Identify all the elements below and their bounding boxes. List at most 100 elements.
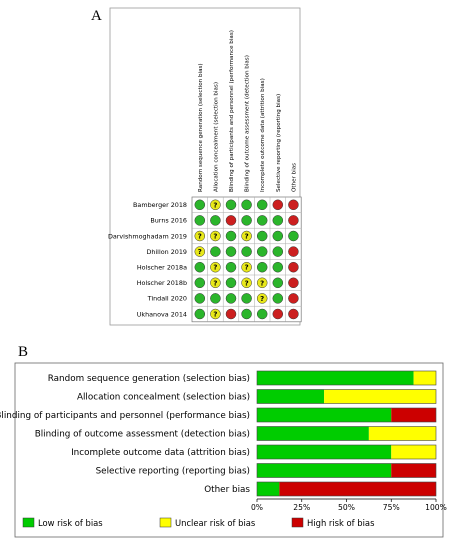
bar-segment — [368, 426, 436, 441]
domain-label: Allocation concealment (selection bias) — [77, 393, 250, 403]
column-label: Random sequence generation (selection bi… — [198, 63, 204, 192]
bar-segment — [257, 408, 392, 422]
judgement-low — [210, 246, 221, 257]
column-label: Incomplete outcome data (attrition bias) — [260, 78, 266, 192]
judgement-high — [288, 293, 299, 304]
judgement-low — [272, 215, 284, 226]
judgement-low — [225, 246, 237, 257]
judgement-unclear — [210, 308, 221, 320]
legend-label: Unclear risk of bias — [175, 518, 255, 528]
bar-segment — [413, 371, 436, 385]
judgement-unclear — [210, 277, 221, 289]
x-tick-label: 50% — [338, 503, 355, 512]
judgement-unclear — [194, 230, 206, 242]
bar-segment — [257, 445, 392, 459]
judgement-low — [194, 215, 206, 226]
x-tick-label: 100% — [425, 503, 447, 512]
judgement-low — [194, 261, 206, 273]
column-label: Other bias — [291, 163, 297, 192]
unclear-symbol: ? — [213, 201, 217, 209]
judgement-low — [225, 293, 237, 304]
column-label: Selective reporting (reporting bias) — [276, 94, 282, 192]
x-tick-label: 25% — [293, 503, 310, 512]
study-label: Ukhanova 2014 — [137, 310, 187, 318]
legend-swatch — [22, 517, 35, 528]
judgement-high — [272, 199, 284, 211]
judgement-low — [241, 246, 252, 257]
judgement-low — [210, 293, 221, 304]
judgement-low — [272, 277, 284, 289]
unclear-symbol: ? — [245, 279, 249, 287]
risk-of-bias-summary-panel: Random sequence generation (selection bi… — [108, 7, 302, 326]
judgement-high — [288, 215, 299, 226]
judgement-low — [194, 199, 206, 211]
judgement-low — [194, 293, 206, 304]
legend-swatch — [159, 517, 172, 528]
bar-segment — [257, 482, 280, 496]
judgement-low — [225, 199, 237, 211]
judgement-unclear — [210, 261, 221, 273]
unclear-symbol: ? — [260, 295, 264, 303]
unclear-symbol: ? — [213, 233, 217, 241]
judgement-low — [256, 261, 268, 273]
study-label: Dhillon 2019 — [146, 248, 187, 256]
column-label: Allocation concealment (selection bias) — [213, 82, 219, 192]
domain-label: Incomplete outcome data (attrition bias) — [71, 448, 250, 458]
judgement-low — [256, 308, 268, 320]
legend-label: Low risk of bias — [38, 518, 103, 528]
judgement-high — [288, 199, 299, 211]
judgement-unclear — [241, 277, 252, 289]
unclear-symbol: ? — [198, 233, 202, 241]
bar-segment — [391, 463, 436, 478]
bar-outline — [256, 444, 437, 460]
judgement-high — [288, 308, 299, 320]
study-label: Burns 2016 — [150, 217, 187, 225]
judgement-low — [256, 199, 268, 211]
bar-segment — [391, 408, 436, 422]
study-label: Tindall 2020 — [147, 295, 187, 303]
judgement-low — [241, 215, 252, 226]
judgement-low — [288, 230, 299, 242]
bar-segment — [391, 445, 436, 459]
judgement-unclear — [210, 230, 221, 242]
judgement-low — [256, 246, 268, 257]
bar-segment — [257, 426, 369, 441]
judgement-high — [272, 308, 284, 320]
judgement-low — [272, 293, 284, 304]
domain-label: Blinding of participants and personnel (… — [0, 411, 250, 421]
judgement-unclear — [241, 261, 252, 273]
judgement-low — [194, 308, 206, 320]
judgement-low — [272, 246, 284, 257]
unclear-symbol: ? — [213, 311, 217, 319]
domain-label: Other bias — [204, 485, 250, 495]
domain-label: Selective reporting (reporting bias) — [96, 467, 250, 477]
bar-outline — [256, 463, 437, 478]
judgement-high — [288, 246, 299, 257]
judgement-low — [225, 261, 237, 273]
judgement-low — [225, 230, 237, 242]
unclear-symbol: ? — [213, 264, 217, 272]
risk-of-bias-graph-panel: Random sequence generation (selection bi… — [0, 362, 447, 538]
judgement-low — [241, 199, 252, 211]
column-label: Blinding of outcome assessment (detectio… — [245, 55, 251, 192]
panel-a-frame — [109, 7, 301, 326]
judgement-unclear — [256, 277, 268, 289]
bar-outline — [256, 407, 437, 423]
judgement-high — [225, 215, 237, 226]
domain-label: Blinding of outcome assessment (detectio… — [35, 430, 250, 440]
unclear-symbol: ? — [245, 264, 249, 272]
unclear-symbol: ? — [245, 233, 249, 241]
judgement-low — [194, 277, 206, 289]
study-label: Holscher 2018a — [137, 264, 187, 272]
judgement-low — [256, 215, 268, 226]
bar-segment — [257, 371, 414, 385]
bar-segment — [279, 482, 436, 496]
judgement-unclear — [256, 293, 268, 304]
study-label: Holscher 2018b — [137, 279, 187, 287]
judgement-low — [256, 230, 268, 242]
panel-letter-b: B — [18, 344, 28, 360]
bar-segment — [257, 389, 325, 404]
bar-outline — [256, 389, 437, 404]
x-tick-label: 75% — [383, 503, 400, 512]
unclear-symbol: ? — [213, 279, 217, 287]
